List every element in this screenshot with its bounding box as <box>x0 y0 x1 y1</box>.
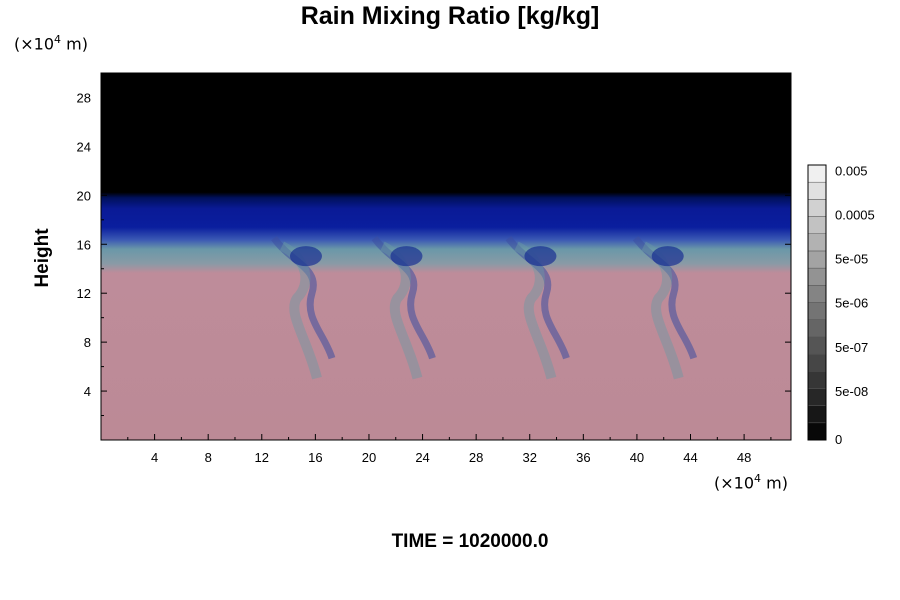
y-unit-exponent: 4 <box>54 33 62 46</box>
x-tick-label: 40 <box>630 450 644 465</box>
y-tick-label: 28 <box>77 90 91 105</box>
colorbar-swatch <box>807 405 827 424</box>
plot-area <box>101 73 791 440</box>
colorbar-frame <box>807 164 827 441</box>
y-axis-unit: (×104 m) <box>14 33 88 53</box>
colorbar-swatch <box>807 353 827 372</box>
colorbar-swatch <box>807 319 827 338</box>
colorbar-label: 5e-05 <box>835 252 868 267</box>
x-tick-label: 36 <box>576 450 590 465</box>
colorbar-swatch <box>807 336 827 355</box>
colorbar-swatch <box>807 302 827 320</box>
x-tick-label: 4 <box>151 450 158 465</box>
x-unit-tail: m) <box>761 473 788 493</box>
x-axis-unit: (×104 m) <box>714 472 788 492</box>
x-tick-label: 44 <box>683 450 697 465</box>
x-tick-label: 20 <box>362 450 376 465</box>
plume-2 <box>371 236 436 380</box>
colorbar-label: 0.0005 <box>835 208 875 223</box>
x-unit-base: (×10 <box>714 473 755 493</box>
x-tick-label: 12 <box>255 450 269 465</box>
plume-head-2 <box>390 246 423 267</box>
plume-head-1 <box>289 246 322 267</box>
colorbar-label: 5e-07 <box>835 340 868 355</box>
plume-3 <box>505 236 570 380</box>
colorbar-swatch <box>807 164 827 183</box>
plume-4 <box>632 236 698 380</box>
colorbar-swatch <box>807 181 827 200</box>
y-tick-label: 20 <box>77 188 91 203</box>
plot-frame <box>100 72 792 441</box>
colorbar-swatch <box>807 216 827 234</box>
heatmap-field <box>101 73 791 440</box>
x-tick-label: 16 <box>308 450 322 465</box>
plume-head-3 <box>524 246 557 267</box>
colorbar-swatch <box>807 371 827 389</box>
x-tick-label: 32 <box>523 450 537 465</box>
y-tick-label: 16 <box>77 237 91 252</box>
colorbar-swatch <box>807 267 827 286</box>
y-tick-label: 24 <box>77 139 91 154</box>
y-unit-tail: m) <box>61 34 88 54</box>
colorbar-label: 0.005 <box>835 163 868 178</box>
colorbar-swatch <box>807 388 827 406</box>
x-tick-label: 8 <box>205 450 212 465</box>
colorbar-swatch <box>807 285 827 303</box>
y-tick-label: 4 <box>84 384 91 399</box>
colorbar-swatch <box>807 233 827 252</box>
plume-1 <box>271 236 336 380</box>
colorbar-label: 5e-08 <box>835 384 868 399</box>
x-tick-label: 48 <box>737 450 751 465</box>
colorbar: 0 5e-08 5e-07 5e-06 5e-05 0.0005 0.005 <box>807 163 875 447</box>
y-tick-label: 12 <box>77 286 91 301</box>
colorbar-swatch <box>807 422 827 441</box>
y-tick-label: 8 <box>84 335 91 350</box>
x-unit-exponent: 4 <box>754 472 762 485</box>
time-label: TIME = 1020000.0 <box>391 531 549 552</box>
x-tick-label: 24 <box>415 450 429 465</box>
colorbar-swatch <box>807 250 827 269</box>
colorbar-label: 5e-06 <box>835 296 868 311</box>
y-unit-base: (×10 <box>14 34 55 54</box>
colorbar-label: 0 <box>835 432 842 447</box>
plume-head-4 <box>651 246 684 267</box>
plume-layer <box>271 236 698 380</box>
x-tick-label: 28 <box>469 450 483 465</box>
chart-title: Rain Mixing Ratio [kg/kg] <box>300 2 600 30</box>
colorbar-swatch <box>807 199 827 217</box>
